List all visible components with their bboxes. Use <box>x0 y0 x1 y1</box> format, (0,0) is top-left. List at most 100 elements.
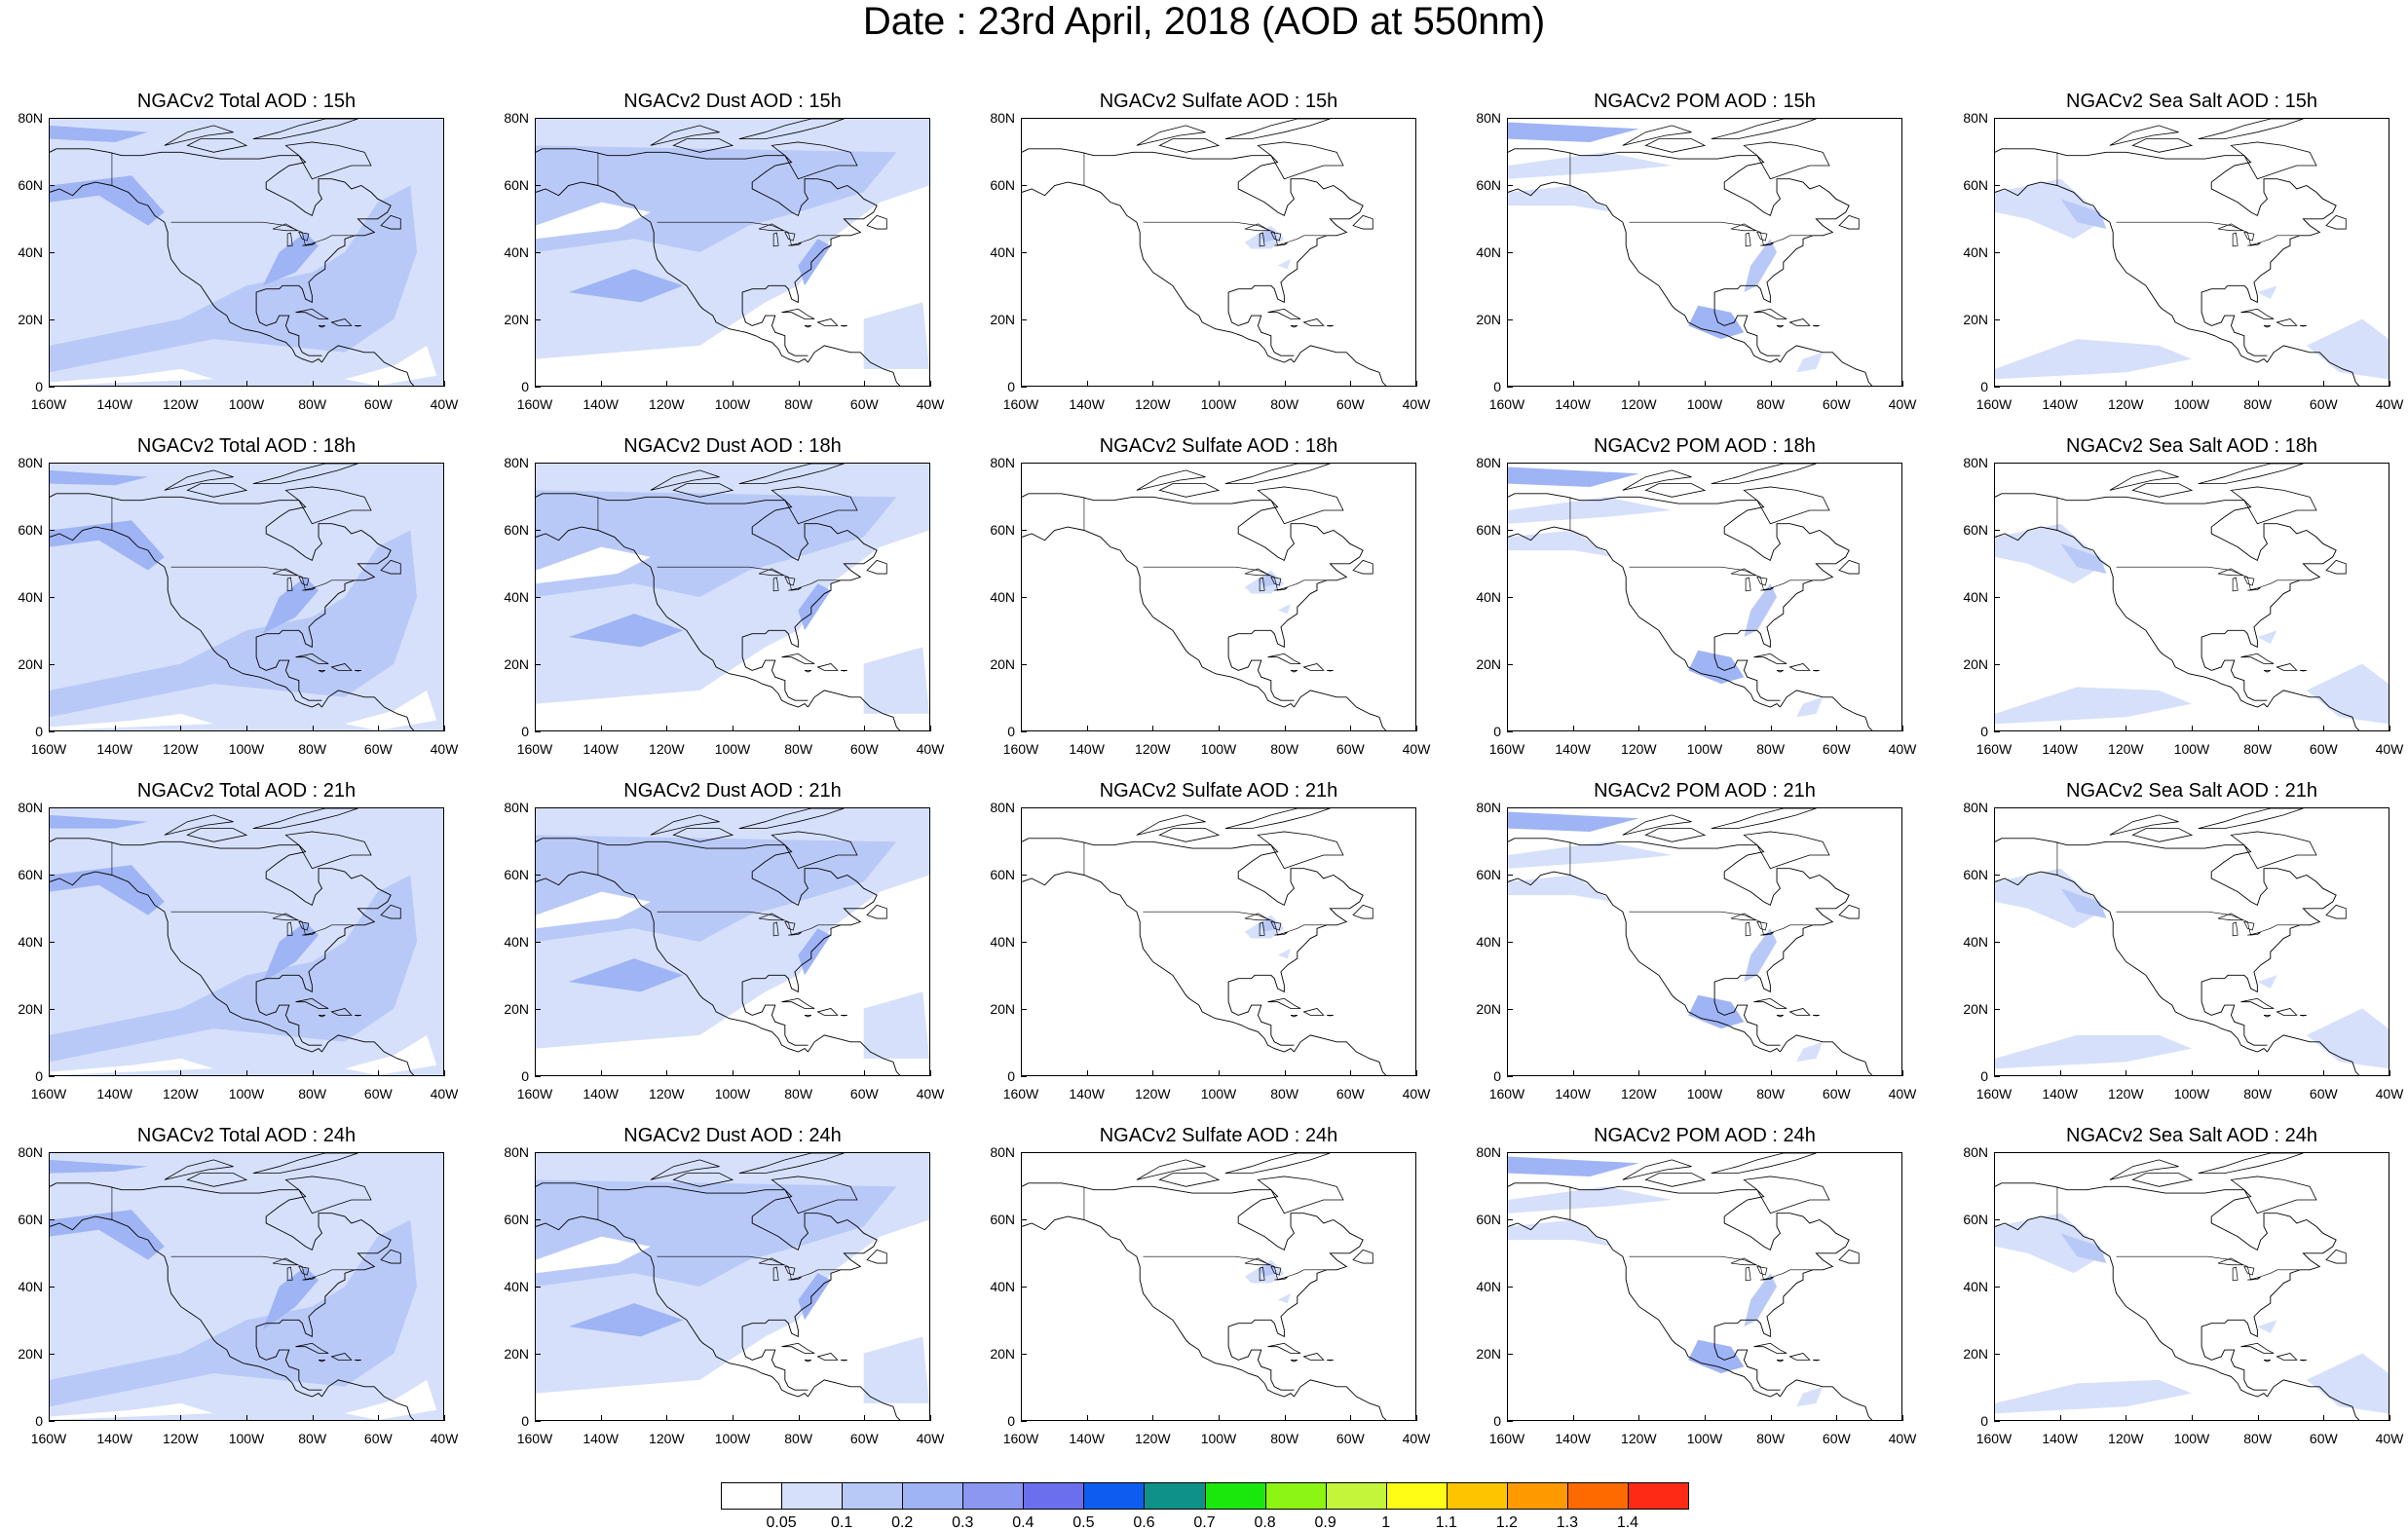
great-lake-outline-0 <box>2217 1257 2244 1266</box>
lat-tick-mark <box>1994 1421 2000 1422</box>
colorbar-swatch <box>1446 1482 1508 1510</box>
panel-title: NGACv2 Dust AOD : 21h <box>623 780 842 802</box>
lat-tick-mark <box>535 1076 541 1077</box>
island-outline-6 <box>186 828 248 842</box>
aod-shading-2 <box>50 1210 165 1260</box>
lon-tick-mark <box>1638 1070 1640 1076</box>
lon-tick-mark <box>600 726 602 731</box>
aod-shading-3 <box>2306 663 2389 725</box>
island-outline-5 <box>771 141 858 180</box>
island-outline-5 <box>284 486 372 525</box>
island-outline-8 <box>650 814 720 836</box>
lat-tick-label: 60N <box>1963 177 1988 193</box>
lon-tick-mark <box>1770 1070 1772 1076</box>
aod-shading-4 <box>2257 975 2277 990</box>
island-outline-1 <box>330 1008 353 1016</box>
colorbar-label: 1.4 <box>1616 1514 1639 1531</box>
lat-tick-label: 80N <box>1963 110 1988 126</box>
great-lake-outline-0 <box>272 1257 299 1266</box>
lon-tick-mark <box>2323 1070 2325 1076</box>
lon-tick-mark <box>666 381 668 387</box>
coastline-south-america <box>2267 345 2360 386</box>
lat-tick-label: 80N <box>504 455 529 470</box>
aod-shading-3 <box>50 814 148 829</box>
coastline-west <box>1508 181 1781 363</box>
aod-shading-2 <box>50 175 165 226</box>
aod-shading-5 <box>50 368 214 386</box>
island-outline-3 <box>2300 1359 2307 1362</box>
lat-tick-label: 80N <box>1963 455 1988 470</box>
lon-tick-label: 40W <box>916 396 945 412</box>
aod-shading-6 <box>345 345 437 386</box>
lat-tick-label: 0 <box>1493 379 1501 394</box>
lat-tick-label: 40N <box>1963 934 1988 950</box>
island-outline-7 <box>738 808 845 830</box>
lon-tick-mark <box>246 1415 247 1421</box>
colorbar-swatch <box>842 1482 904 1510</box>
island-outline-6 <box>2131 483 2194 498</box>
coastline-east <box>536 493 878 701</box>
island-outline-4 <box>2325 1249 2347 1264</box>
aod-map-pom <box>1507 1152 1902 1421</box>
island-outline-4 <box>1838 1249 1860 1264</box>
lat-tick-mark <box>1994 530 2000 531</box>
lat-tick-mark <box>1507 664 1513 665</box>
lon-tick-mark <box>2257 1415 2259 1421</box>
us-canada-border <box>1629 566 1814 591</box>
lat-tick-label: 20N <box>18 656 43 672</box>
lat-tick-label: 20N <box>990 1346 1015 1362</box>
aod-shading-1 <box>536 1179 897 1287</box>
great-lake-outline-0 <box>2217 568 2244 577</box>
island-outline-2 <box>318 324 325 328</box>
aod-shading-3 <box>568 1303 684 1337</box>
coastline-south-america <box>1294 1034 1387 1075</box>
island-outline-4 <box>380 904 401 919</box>
aod-shading-4 <box>262 1266 320 1330</box>
lat-tick-label: 60N <box>990 1212 1015 1227</box>
lat-tick-mark <box>1994 319 2000 320</box>
lat-tick-label: 80N <box>1963 800 1988 815</box>
island-outline-6 <box>2131 828 2194 842</box>
island-outline-5 <box>2230 1176 2317 1214</box>
aod-shading-5 <box>1796 696 1824 718</box>
lon-tick-mark <box>666 726 668 731</box>
lon-tick-mark <box>930 1415 931 1421</box>
coastline-east <box>1022 1182 1364 1391</box>
lon-tick-label: 60W <box>2309 396 2338 412</box>
lon-tick-label: 160W <box>1488 1431 1525 1446</box>
lon-tick-mark <box>2389 1070 2390 1076</box>
colorbar-label: 0.6 <box>1133 1514 1155 1531</box>
coastline-west <box>536 526 809 708</box>
lat-tick-label: 40N <box>1476 589 1501 605</box>
island-outline-4 <box>2325 559 2347 575</box>
lon-tick-mark <box>2323 1415 2325 1421</box>
great-lake-outline-0 <box>1244 223 1271 232</box>
lon-tick-label: 140W <box>1069 1086 1105 1102</box>
island-outline-5 <box>1257 486 1344 525</box>
great-lake-outline-3 <box>1760 587 1774 591</box>
coastline-west <box>1995 526 2268 708</box>
lat-tick-label: 40N <box>1476 1279 1501 1294</box>
lon-tick-mark <box>864 381 866 387</box>
lon-tick-mark <box>1705 381 1706 387</box>
lon-tick-label: 40W <box>2375 1431 2404 1446</box>
island-outline-0 <box>2240 997 2275 1009</box>
island-outline-3 <box>841 1359 847 1362</box>
aod-shading-4 <box>1688 650 1745 685</box>
great-lake-outline-2 <box>784 232 796 242</box>
lat-tick-mark <box>1507 942 1513 943</box>
lat-tick-label: 20N <box>1963 312 1988 327</box>
lat-tick-label: 0 <box>1007 724 1015 739</box>
island-outline-5 <box>284 1176 372 1214</box>
coastline-east <box>1508 1182 1850 1391</box>
colorbar-swatch <box>1385 1482 1448 1510</box>
lat-tick-label: 0 <box>1007 1413 1015 1429</box>
coastline-south-america <box>2267 690 2360 730</box>
coastline-west <box>1022 181 1295 363</box>
lat-tick-label: 80N <box>1476 1144 1501 1160</box>
lon-tick-mark <box>1219 726 1220 731</box>
lon-tick-mark <box>1152 726 1154 731</box>
lat-tick-label: 20N <box>1476 1001 1501 1017</box>
lon-tick-label: 60W <box>849 396 879 412</box>
